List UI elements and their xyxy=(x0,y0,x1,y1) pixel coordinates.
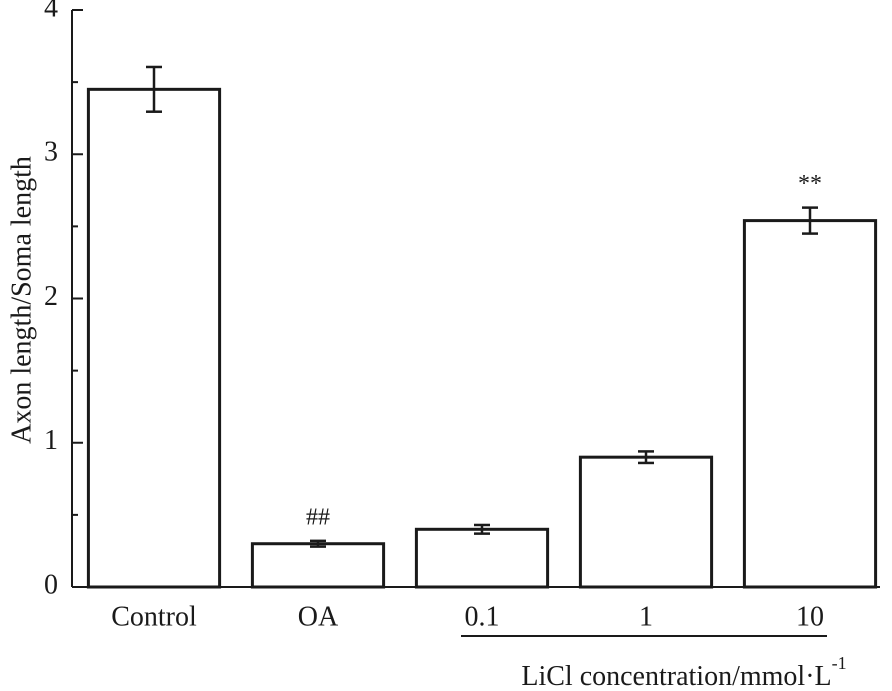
x-tick-label: 1 xyxy=(639,601,653,632)
y-tick-label: 1 xyxy=(44,425,58,456)
x-tick-label: 0.1 xyxy=(465,601,500,632)
group-label: LiCl concentration/mmol·L-1 xyxy=(521,653,846,691)
significance-label: ## xyxy=(306,504,330,530)
error-bar xyxy=(310,539,326,548)
error-bar xyxy=(146,65,162,113)
bar xyxy=(578,455,714,589)
significance-label: ** xyxy=(798,171,822,197)
y-tick-label: 4 xyxy=(44,0,58,23)
bar xyxy=(86,87,222,589)
group-label-superscript: -1 xyxy=(832,653,847,673)
bar xyxy=(414,527,550,589)
y-tick-label: 0 xyxy=(44,569,58,600)
error-bar xyxy=(638,450,654,465)
group-label-text: LiCl concentration/mmol·L xyxy=(521,661,831,691)
y-axis-label: Axon length/Soma length xyxy=(6,156,37,444)
x-tick-label: Control xyxy=(111,601,197,632)
bar xyxy=(742,219,878,589)
bar xyxy=(250,542,386,589)
error-bar xyxy=(802,206,818,235)
error-bar xyxy=(474,523,490,535)
y-tick-label: 2 xyxy=(44,281,58,312)
x-tick-label: OA xyxy=(298,601,339,632)
x-tick-label: 10 xyxy=(796,601,824,632)
y-tick-label: 3 xyxy=(44,137,58,168)
